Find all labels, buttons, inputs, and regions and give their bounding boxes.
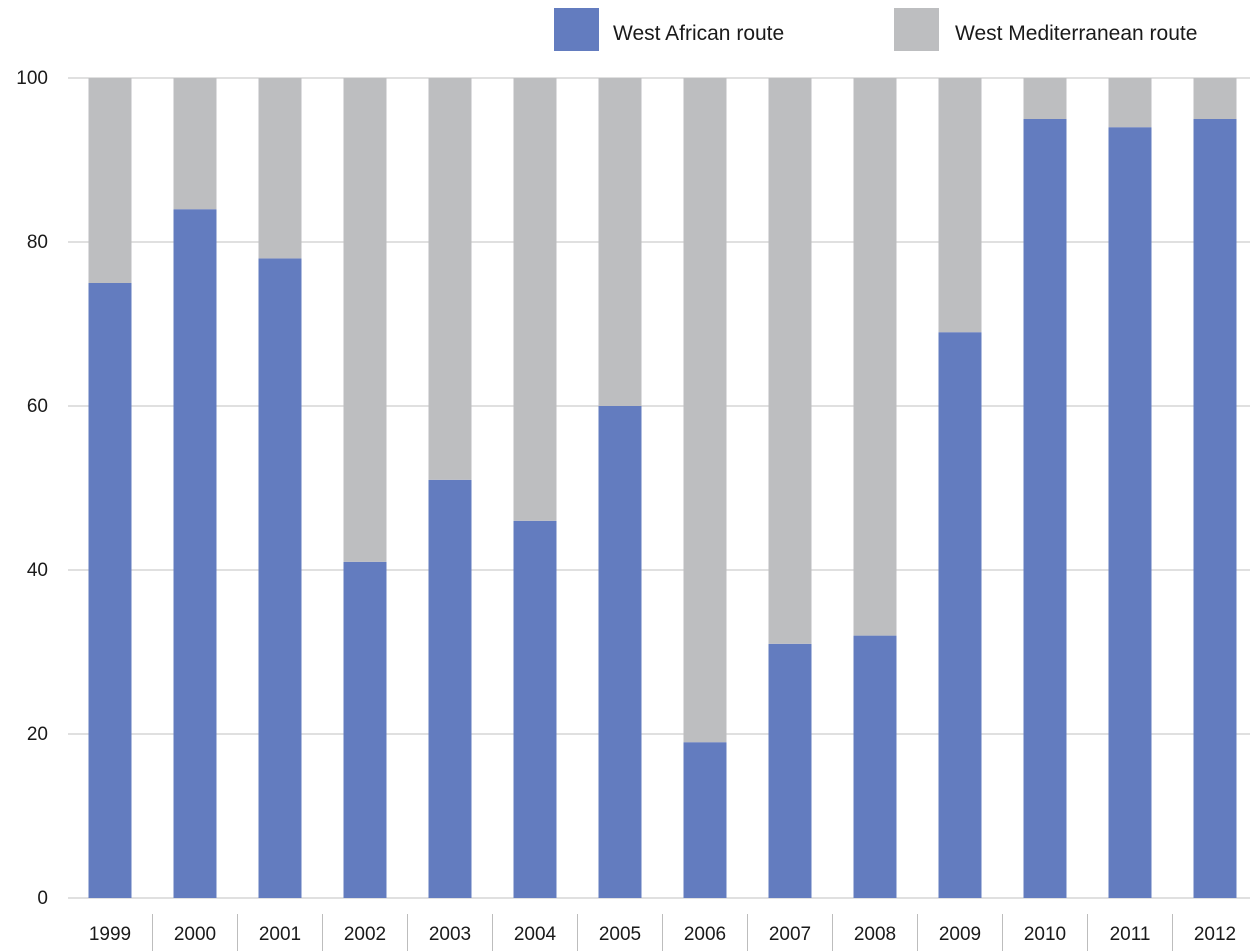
x-tick-label: 2000 — [174, 924, 216, 945]
x-tick-label: 2004 — [514, 924, 557, 945]
x-tick-label: 2007 — [769, 924, 811, 945]
bar-west-african — [853, 635, 897, 898]
x-tick-label: 2003 — [429, 924, 471, 945]
bar-west-mediterranean — [1108, 78, 1152, 128]
legend-label-west-african: West African route — [613, 22, 784, 45]
x-tick-label: 2002 — [344, 924, 386, 945]
chart-legend: West African route West Mediterranean ro… — [554, 8, 1197, 51]
bar-west-african — [88, 283, 132, 898]
legend-swatch-west-african — [554, 8, 599, 51]
x-tick-label: 2008 — [854, 924, 896, 945]
bar-west-african — [1193, 119, 1237, 898]
gridlines — [68, 77, 1250, 899]
x-tick-label: 2011 — [1110, 924, 1151, 945]
bar-west-mediterranean — [853, 78, 897, 636]
bar-west-mediterranean — [428, 78, 472, 480]
bar-west-african — [343, 561, 387, 898]
legend-swatch-west-mediterranean — [894, 8, 939, 51]
y-tick-label: 20 — [27, 724, 48, 745]
y-tick-label: 0 — [37, 888, 48, 909]
bar-west-mediterranean — [513, 78, 557, 521]
bar-west-mediterranean — [938, 78, 982, 333]
bar-west-mediterranean — [258, 78, 302, 259]
y-tick-label: 100 — [16, 68, 48, 89]
bar-west-african — [258, 258, 302, 898]
bar-west-african — [513, 520, 557, 898]
x-axis: 1999 2000 2001 2002 2003 2004 2005 2006 2007 2008… — [89, 914, 1236, 951]
bar-west-mediterranean — [1023, 78, 1067, 119]
bar-west-mediterranean — [88, 78, 132, 283]
bar-west-african — [1023, 119, 1067, 898]
x-tick-label: 1999 — [89, 924, 131, 945]
bar-west-african — [683, 742, 727, 898]
y-tick-label: 60 — [27, 396, 48, 417]
bar-west-african — [173, 209, 217, 898]
x-tick-label: 2001 — [259, 924, 301, 945]
bar-west-mediterranean — [173, 78, 217, 210]
legend-label-west-mediterranean: West Mediterranean route — [955, 22, 1197, 45]
bar-west-african — [938, 332, 982, 898]
x-tick-label: 2012 — [1194, 924, 1236, 945]
bar-west-mediterranean — [768, 78, 812, 644]
x-tick-label: 2006 — [684, 924, 726, 945]
y-tick-label: 40 — [27, 560, 48, 581]
bar-west-african — [598, 406, 642, 898]
y-tick-label: 80 — [27, 232, 48, 253]
bar-west-african — [428, 479, 472, 898]
bars — [88, 78, 1237, 898]
x-tick-label: 2010 — [1024, 924, 1066, 945]
bar-west-mediterranean — [683, 78, 727, 743]
bar-west-mediterranean — [598, 78, 642, 406]
bar-west-african — [768, 643, 812, 898]
x-tick-label: 2009 — [939, 924, 981, 945]
x-tick-label: 2005 — [599, 924, 641, 945]
bar-west-mediterranean — [1193, 78, 1237, 119]
bar-west-mediterranean — [343, 78, 387, 562]
y-axis-tick-labels: 0 20 40 60 80 100 — [16, 68, 48, 909]
bar-west-african — [1108, 127, 1152, 898]
